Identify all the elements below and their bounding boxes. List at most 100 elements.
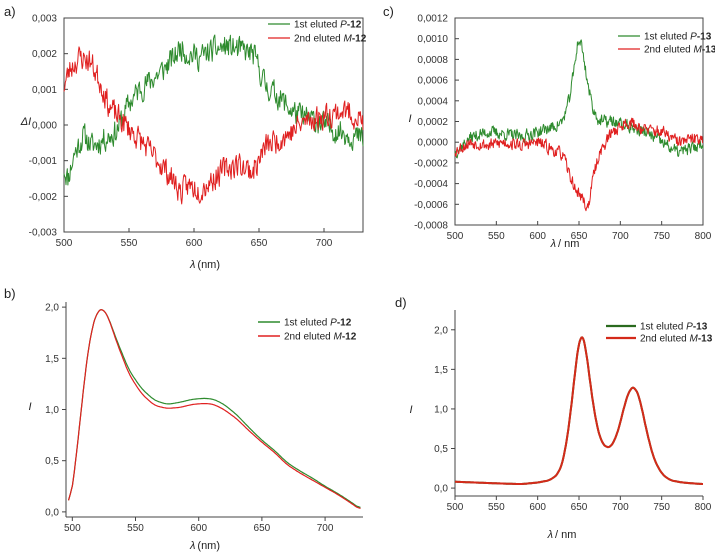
y-tick-label: -0,0006 <box>414 200 448 211</box>
y-tick-label: 0,000 <box>32 121 57 132</box>
y-tick-label: 0,001 <box>32 85 57 96</box>
x-tick-label: 500 <box>447 231 464 242</box>
x-tick-label: 550 <box>488 502 505 513</box>
x-tick-label: 550 <box>127 523 144 534</box>
x-axis-label-symbol: λ <box>547 529 553 541</box>
y-tick-label: 0,0012 <box>417 14 448 25</box>
x-tick-label: 500 <box>56 238 73 249</box>
series-line-first <box>67 309 361 508</box>
legend-entry-compound: -12 <box>337 318 352 329</box>
y-tick-label: 2,0 <box>45 303 59 314</box>
series-line-second <box>63 46 364 205</box>
x-axis-label-symbol: λ <box>189 259 195 271</box>
x-axis-label: λ / nm <box>550 238 580 250</box>
y-tick-label: 0,0010 <box>417 34 448 45</box>
x-tick-label: 700 <box>317 523 334 534</box>
x-tick-label: 800 <box>695 502 712 513</box>
x-axis-label-symbol: λ <box>550 238 556 250</box>
y-tick-label: -0,001 <box>29 156 58 167</box>
x-tick-label: 700 <box>612 502 629 513</box>
legend-entry: 2nd eluted M-12 <box>284 332 357 343</box>
panel-label-c: c) <box>383 4 394 19</box>
x-tick-label: 600 <box>186 238 203 249</box>
y-tick-label: -0,0008 <box>414 221 448 232</box>
legend-entry-chirality: P <box>330 318 337 329</box>
legend-entry-prefix: 2nd eluted <box>644 45 694 56</box>
legend-entry-compound: -12 <box>347 20 362 31</box>
x-axis-label-unit: / nm <box>555 529 576 541</box>
legend-entry: 1st eluted P-12 <box>294 20 362 31</box>
series-line-first <box>454 39 704 159</box>
y-axis-label: I <box>409 404 412 416</box>
legend-entry-chirality: M <box>694 45 703 56</box>
y-tick-label: 0,0002 <box>417 117 448 128</box>
series-line-first <box>454 336 704 485</box>
legend-entry-compound: -13 <box>697 32 712 43</box>
chart-d: 500 550 600 650 700 750 800 0,0 0,5 1,0 1,5 2,0 Iλ / … <box>409 310 713 541</box>
legend-entry-chirality: M <box>690 334 699 345</box>
series-line-first <box>63 34 364 186</box>
y-axis-label: I <box>408 113 411 125</box>
x-tick-label: 600 <box>529 502 546 513</box>
y-tick-label: 1,0 <box>45 405 59 416</box>
y-tick-label: 2,0 <box>434 325 448 336</box>
y-tick-label: 0,0008 <box>417 55 448 66</box>
y-tick-label: -0,0004 <box>414 179 448 190</box>
x-tick-label: 650 <box>571 231 588 242</box>
y-tick-label: 0,5 <box>434 444 448 455</box>
x-tick-label: 500 <box>447 502 464 513</box>
x-tick-label: 650 <box>251 238 268 249</box>
x-tick-label: 600 <box>190 523 207 534</box>
y-tick-label: 0,002 <box>32 49 57 60</box>
legend-entry-chirality: M <box>334 332 343 343</box>
legend-entry-chirality: P <box>690 32 697 43</box>
legend-entry-prefix: 2nd eluted <box>284 332 334 343</box>
legend-entry-chirality: P <box>686 322 693 333</box>
legend-entry-compound: -13 <box>702 45 715 56</box>
chart-b: 500 550 600 650 700 0,0 0,5 1,0 1,5 2,0 Iλ (nm) 1st … <box>28 302 363 552</box>
x-tick-label: 650 <box>254 523 271 534</box>
legend-entry-prefix: 2nd eluted <box>294 34 344 45</box>
x-tick-label: 550 <box>488 231 505 242</box>
y-tick-label: 0,0004 <box>417 96 448 107</box>
y-tick-label: 0,0006 <box>417 76 448 87</box>
y-axis-label: ΔI <box>20 116 31 128</box>
legend-entry-chirality: M <box>344 34 353 45</box>
y-tick-label: 1,5 <box>45 354 59 365</box>
chart-c: 500 550 600 650 700 750 800 -0,0008 -0,0006 -0,00… <box>408 14 715 251</box>
legend-entry-compound: -13 <box>698 334 713 345</box>
x-tick-label: 550 <box>121 238 138 249</box>
x-tick-label: 600 <box>529 231 546 242</box>
x-tick-label: 750 <box>653 231 670 242</box>
x-axis-label: λ (nm) <box>189 540 220 552</box>
panel-label-b: b) <box>4 286 16 301</box>
legend-entry-compound: -12 <box>352 34 367 45</box>
legend-entry: 2nd eluted M-13 <box>640 334 713 345</box>
panel-label-a: a) <box>4 4 16 19</box>
x-axis-label-unit: / nm <box>558 238 579 250</box>
y-tick-label: -0,002 <box>29 192 58 203</box>
legend-entry: 1st eluted P-13 <box>640 322 708 333</box>
x-axis-label-unit: (nm) <box>197 259 220 271</box>
y-tick-label: 1,0 <box>434 404 448 415</box>
x-axis-label-unit: (nm) <box>197 540 220 552</box>
legend-entry-prefix: 1st eluted <box>284 318 330 329</box>
y-tick-label: 1,5 <box>434 365 448 376</box>
legend-entry: 1st eluted P-12 <box>284 318 352 329</box>
y-tick-label: 0,0000 <box>417 138 448 149</box>
legend-entry-prefix: 1st eluted <box>640 322 686 333</box>
x-tick-label: 500 <box>64 523 81 534</box>
legend-entry-prefix: 1st eluted <box>294 20 340 31</box>
y-tick-label: 0,003 <box>32 14 57 25</box>
legend-entry-prefix: 1st eluted <box>644 32 690 43</box>
x-axis-label: λ / nm <box>547 529 577 541</box>
legend-entry: 2nd eluted M-13 <box>644 45 715 56</box>
legend-entry: 1st eluted P-13 <box>644 32 712 43</box>
x-tick-label: 650 <box>571 502 588 513</box>
y-axis-label: I <box>28 401 31 413</box>
legend-entry-compound: -13 <box>693 322 708 333</box>
series-line-second <box>454 336 704 485</box>
x-axis-label: λ (nm) <box>189 259 220 271</box>
panel-label-d: d) <box>395 295 407 310</box>
